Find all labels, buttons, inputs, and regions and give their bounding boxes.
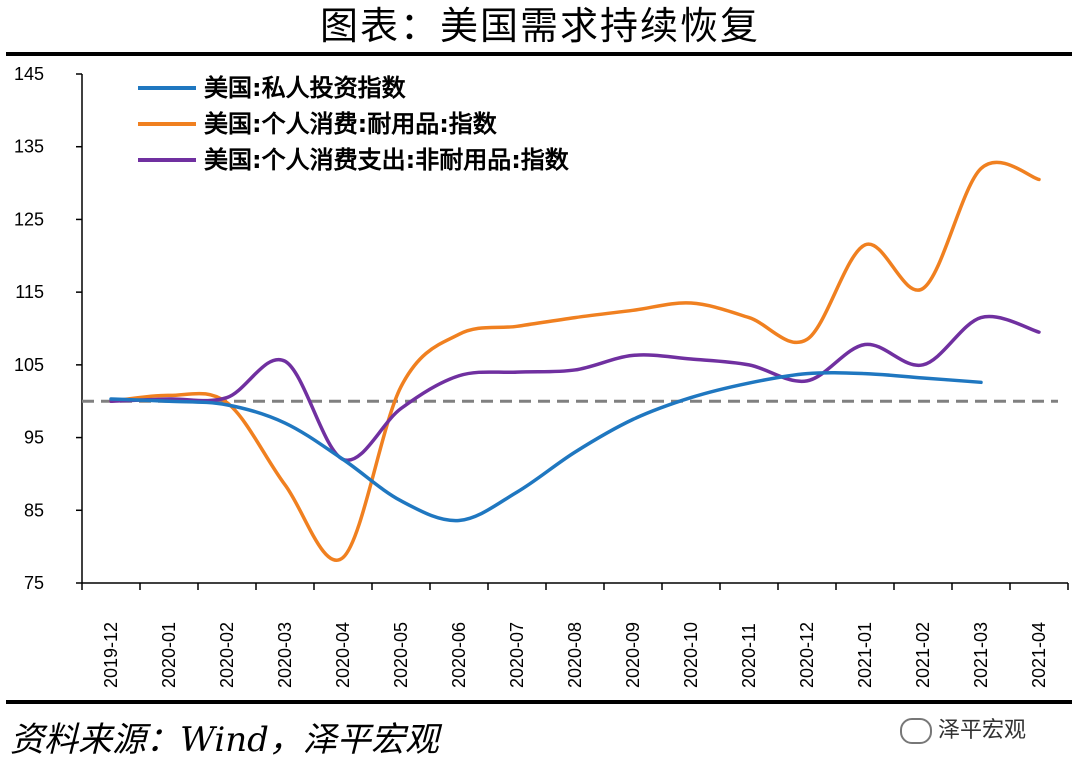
y-tick-label: 95 xyxy=(24,428,44,448)
x-tick-label: 2021-03 xyxy=(971,622,991,688)
x-tick-label: 2020-09 xyxy=(623,622,643,688)
y-tick-label: 145 xyxy=(14,64,44,84)
y-tick-label: 115 xyxy=(15,282,44,302)
x-tick-label: 2020-03 xyxy=(275,622,295,688)
x-tick-label: 2020-08 xyxy=(565,622,585,688)
brand-text: 泽平宏观 xyxy=(938,718,1027,743)
title-divider xyxy=(6,52,1072,56)
legend-label-0: 美国:私人投资指数 xyxy=(204,74,407,102)
x-tick-label: 2020-11 xyxy=(739,623,759,688)
x-tick-label: 2021-01 xyxy=(855,622,875,688)
x-tick-label: 2020-10 xyxy=(681,622,701,688)
x-axis: 2019-12 2020-01 2020-02 2020-03 2020-04 2020-… xyxy=(81,582,1069,688)
x-tick-label: 2020-04 xyxy=(333,622,353,688)
line-chart: 75 85 95 105 115 125 135 145 2019-12 2020-01 2020… xyxy=(14,64,1069,688)
series-line-2 xyxy=(109,314,1041,462)
x-tick-label: 2021-02 xyxy=(913,622,933,688)
footer-divider xyxy=(6,700,1072,704)
x-tick-label: 2020-05 xyxy=(391,622,411,688)
y-tick-label: 85 xyxy=(24,500,44,520)
y-tick-label: 125 xyxy=(14,209,44,229)
series-line-1 xyxy=(109,160,1041,562)
legend-label-1: 美国:个人消费:耐用品:指数 xyxy=(204,110,498,138)
x-tick-label: 2020-01 xyxy=(159,622,179,688)
x-tick-label: 2020-06 xyxy=(449,622,469,688)
brand-label: 泽平宏观 xyxy=(900,712,1026,744)
source-note: 资料来源：Wind，泽平宏观 xyxy=(10,720,439,760)
chart-title: 图表：美国需求持续恢复 xyxy=(319,4,760,48)
x-tick-label: 2021-04 xyxy=(1029,622,1049,688)
series-lines xyxy=(109,160,1041,562)
x-tick-label: 2020-07 xyxy=(507,622,527,688)
y-axis: 75 85 95 105 115 125 135 145 xyxy=(14,64,83,593)
x-tick-label: 2020-02 xyxy=(217,622,237,688)
series-line-0 xyxy=(109,370,983,523)
legend-label-2: 美国:个人消费支出:非耐用品:指数 xyxy=(204,146,570,174)
x-tick-label: 2020-12 xyxy=(797,622,817,688)
x-tick-label: 2019-12 xyxy=(101,622,121,688)
wechat-icon xyxy=(900,718,932,744)
y-tick-label: 75 xyxy=(24,573,44,593)
y-tick-label: 135 xyxy=(14,137,44,157)
y-tick-label: 105 xyxy=(14,355,44,375)
